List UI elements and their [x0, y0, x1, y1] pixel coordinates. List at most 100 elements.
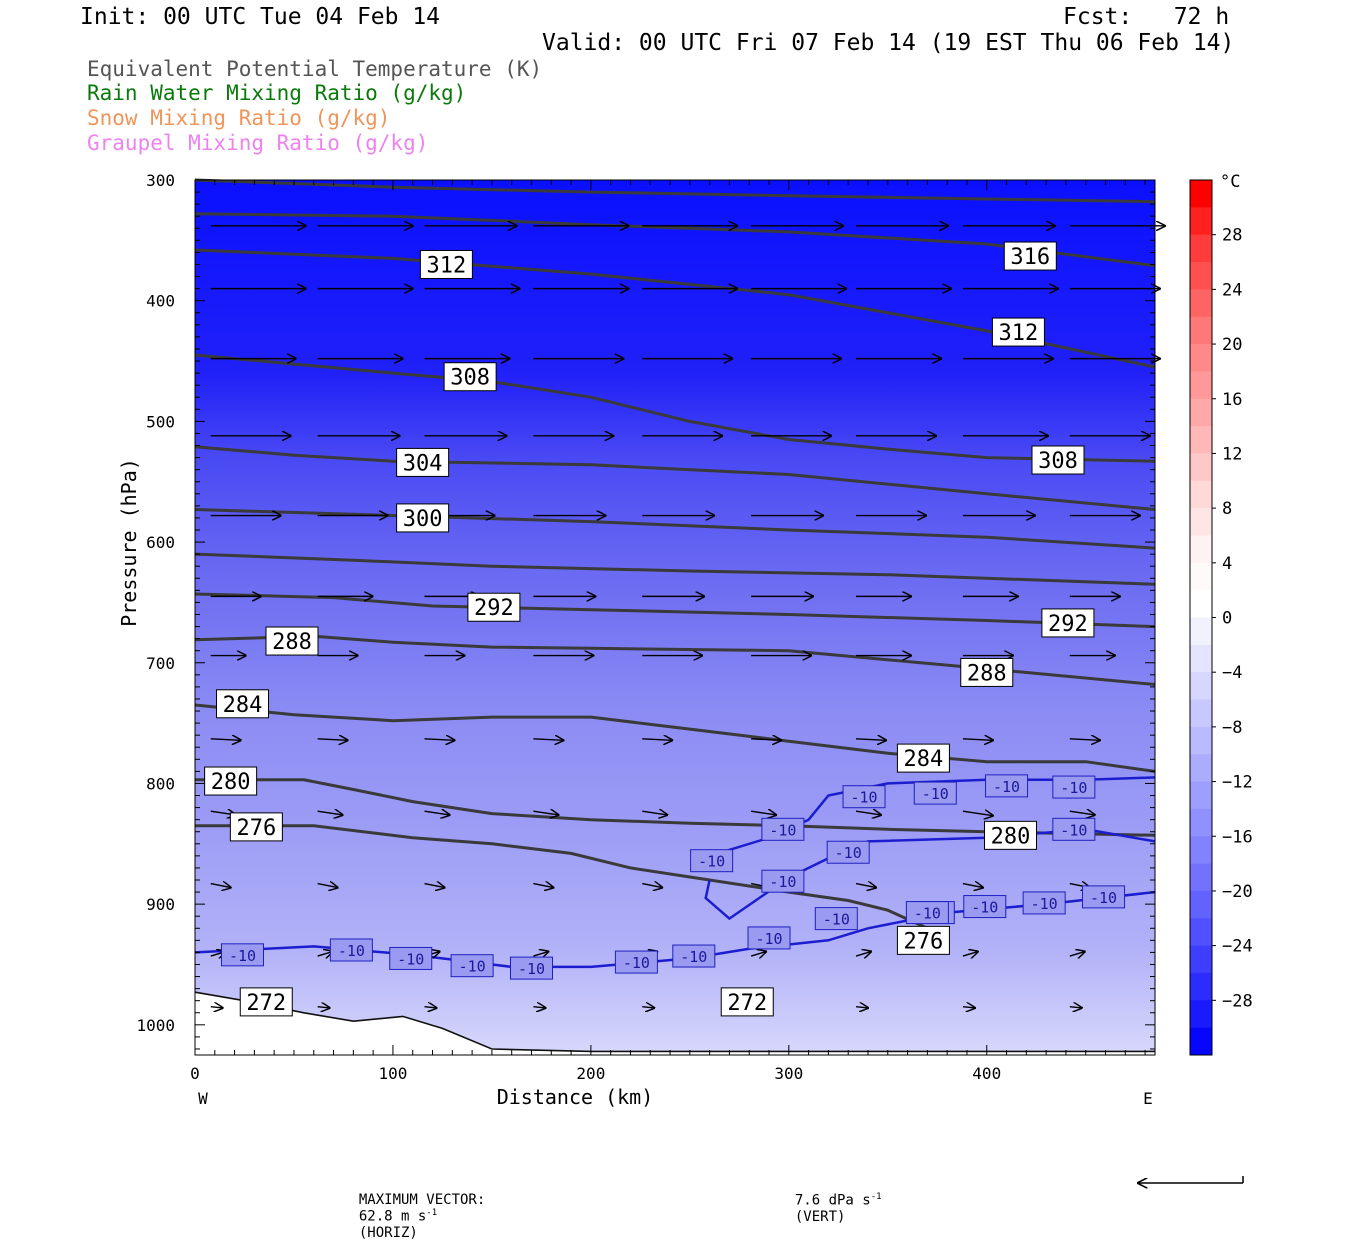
- theta-e-label-box: [720, 987, 774, 1017]
- wind-vector: [1069, 952, 1085, 957]
- isotherm-label-box: [614, 950, 658, 974]
- colorbar-tick-label: 12: [1222, 444, 1242, 464]
- theta-e-label: 272: [246, 991, 286, 1016]
- isotherm-label-box: [1052, 775, 1096, 799]
- plot-frame: [194, 179, 1156, 1056]
- x-tick-label: 100: [378, 1064, 407, 1083]
- isotherm-label-box: [963, 895, 1007, 919]
- isotherm-label-box: [985, 774, 1029, 798]
- theta-e-label-box: [265, 626, 319, 656]
- wind-vector: [855, 884, 876, 888]
- colorbar-swatch: [1190, 289, 1212, 318]
- wind-vector: [962, 952, 978, 957]
- colorbar-tick-label: −28: [1222, 991, 1253, 1011]
- y-tick-label: 900: [146, 895, 175, 914]
- max-vector-vert: 7.6 dPa s: [794, 1192, 871, 1209]
- isotherm-label: -10: [229, 947, 256, 965]
- colorbar-swatch: [1190, 398, 1212, 427]
- colorbar-swatch: [1190, 508, 1212, 536]
- x-tick-label: 300: [774, 1064, 803, 1083]
- colorbar-swatch: [1190, 617, 1212, 646]
- theta-e-label: 308: [1038, 449, 1078, 474]
- colorbar-tick-label: −8: [1222, 718, 1242, 738]
- isotherm-label-box: [221, 943, 265, 967]
- theta-e-contour-296: [194, 552, 1156, 586]
- max-vector-arrow: [1138, 1176, 1244, 1183]
- isotherm-label-box: [389, 946, 433, 970]
- isotherm-label-box: [814, 907, 858, 931]
- terrain-fill: [195, 992, 1155, 1055]
- colorbar-tick-label: 0: [1222, 609, 1232, 629]
- colorbar: 28 24 20 16 12 8 4 0 −4 −8 −12 −16 −20 −24 −28 °C: [1189, 172, 1253, 1056]
- colorbar-swatch: [1190, 480, 1212, 509]
- x-axis-title: Distance (km): [497, 1085, 654, 1109]
- wind-vector: [533, 739, 563, 741]
- colorbar-swatch: [1190, 1000, 1212, 1029]
- theta-e-label: 284: [223, 693, 263, 718]
- x-tick-label: 0: [190, 1064, 200, 1083]
- isotherm-label: -10: [680, 948, 707, 966]
- axes: 300 400 500 600 700 800 900 1000 0 100 200 300 400 W E…: [117, 171, 1156, 1109]
- wind-vector: [642, 1007, 654, 1008]
- x-end-label-west: W: [198, 1089, 208, 1108]
- wind-vector: [855, 739, 886, 741]
- isotherm-label-box: [913, 781, 957, 805]
- theta-e-label-box: [204, 766, 258, 796]
- isotherm-label: -10: [769, 821, 796, 839]
- theta-e-label-box: [991, 317, 1045, 347]
- x-tick-label: 400: [972, 1064, 1001, 1083]
- theta-e-label: 272: [727, 991, 767, 1016]
- theta-e-label-box: [984, 820, 1038, 850]
- isotherm-label-box: [747, 926, 791, 950]
- isotherm-label-box: [690, 849, 734, 873]
- wind-vector: [317, 884, 338, 888]
- theta-e-label-box: [1003, 241, 1057, 271]
- max-vector-horiz-unit: (HORIZ): [358, 1224, 418, 1241]
- y-tick-label: 400: [146, 292, 175, 311]
- plot-area: [195, 180, 1155, 1055]
- isotherm-label-box: [1052, 817, 1096, 841]
- isotherm-label: -10: [518, 960, 545, 978]
- footer-max-vector-vert: 7.6 dPa s-1 (VERT): [778, 1176, 882, 1225]
- theta-e-label-box: [396, 503, 450, 533]
- theta-e-contour-320: [194, 178, 1156, 204]
- theta-e-label: 276: [236, 816, 276, 841]
- wind-vector: [533, 811, 558, 815]
- shaded-field: [195, 180, 1155, 1055]
- contour-labels: 312 316 312 308 308 304 300 292 292 288 288 284 284 2…: [204, 241, 1126, 1017]
- isotherm-label: -10: [1060, 821, 1087, 839]
- colorbar-tick-label: −12: [1222, 773, 1253, 793]
- wind-vector: [962, 811, 993, 816]
- theta-e-label-box: [443, 362, 497, 392]
- isotherm-label: -10: [850, 789, 877, 807]
- colorbar-swatch: [1190, 972, 1212, 1001]
- y-axis-title: Pressure (hPa): [117, 458, 141, 627]
- isotherm-label: -10: [769, 873, 796, 891]
- isotherm-label: -10: [835, 844, 862, 862]
- theta-e-label-box: [896, 925, 950, 955]
- wind-vector: [750, 952, 766, 957]
- wind-vector: [962, 739, 993, 741]
- theta-e-label: 280: [211, 770, 251, 795]
- max-vector-label: MAXIMUM VECTOR:: [358, 1192, 486, 1208]
- colorbar-swatch: [1190, 207, 1212, 236]
- colorbar-swatch: [1190, 726, 1212, 755]
- legend-theta-e: Equivalent Potential Temperature (K): [87, 57, 543, 81]
- wind-vector: [855, 1007, 868, 1008]
- init-time: Init: 00 UTC Tue 04 Feb 14: [80, 4, 441, 30]
- colorbar-swatch: [1190, 836, 1212, 865]
- isotherm-label: -10: [698, 853, 725, 871]
- vert-exponent: -1: [870, 1192, 882, 1202]
- colorbar-tick-label: 4: [1222, 554, 1232, 574]
- isotherm-label-box: [450, 954, 494, 978]
- isotherm-label-box: [826, 840, 870, 864]
- theta-e-label: 308: [450, 366, 490, 391]
- legend-snow: Snow Mixing Ratio (g/kg): [87, 106, 391, 130]
- colorbar-tick-label: −24: [1222, 937, 1253, 957]
- y-tick-label: 300: [146, 171, 175, 190]
- colorbar-unit: °C: [1220, 172, 1240, 192]
- colorbar-swatch: [1190, 371, 1212, 400]
- wind-vector: [533, 1007, 545, 1008]
- isotherm-label: -10: [914, 905, 941, 923]
- y-tick-label: 500: [146, 412, 175, 431]
